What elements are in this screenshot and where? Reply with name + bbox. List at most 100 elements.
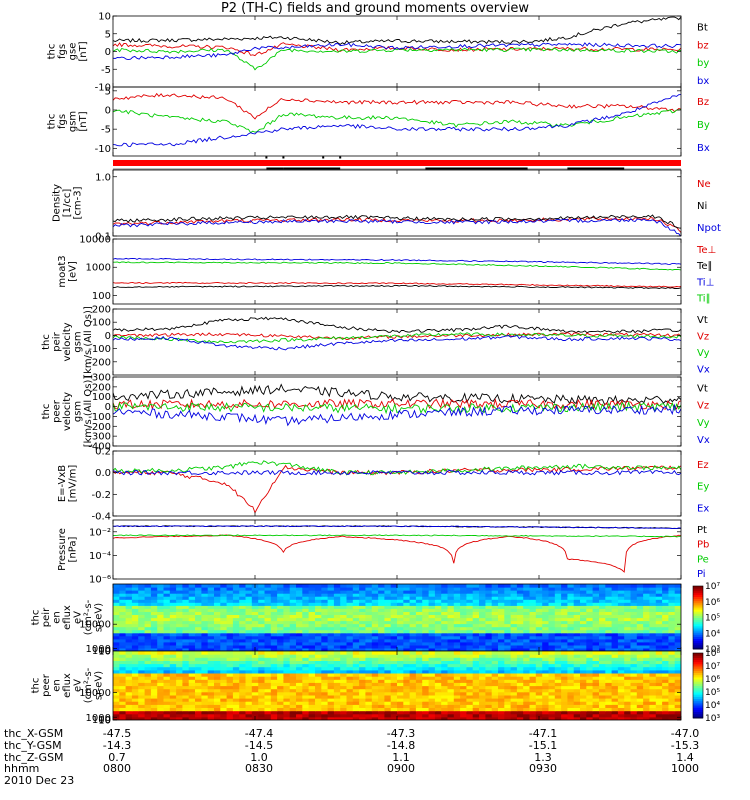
spectrogram-cell xyxy=(510,698,518,702)
spectrogram-cell xyxy=(472,685,480,690)
spectrogram-cell xyxy=(384,704,392,708)
spectrogram-cell xyxy=(472,644,480,649)
spectrogram-cell xyxy=(340,701,348,705)
spectrogram-cell xyxy=(479,632,486,637)
spectrogram-cell xyxy=(327,602,335,606)
spectrogram-cell xyxy=(498,701,505,705)
spectrogram-cell xyxy=(447,599,455,603)
spectrogram-cell xyxy=(498,590,505,594)
spectrogram-cell xyxy=(510,710,518,715)
spectrogram-cell xyxy=(441,688,449,693)
spectrogram-cell xyxy=(251,644,259,649)
spectrogram-cell xyxy=(586,590,594,594)
spectrogram-cell xyxy=(592,691,600,696)
spectrogram-cell xyxy=(163,663,171,668)
spectrogram-cell xyxy=(516,648,524,651)
spectrogram-cell xyxy=(302,644,310,649)
spectrogram-cell xyxy=(283,587,291,591)
spectrogram-cell xyxy=(498,635,505,640)
spectrogram-cell xyxy=(283,682,291,687)
spectrogram-cell xyxy=(296,657,303,661)
spectrogram-cell xyxy=(302,596,310,600)
spectrogram-cell xyxy=(554,632,562,637)
spectrogram-cell xyxy=(554,713,562,718)
spectrogram-cell xyxy=(510,648,518,651)
spectrogram-cell xyxy=(220,657,228,661)
spectrogram-cell xyxy=(308,710,316,715)
spectrogram-cell xyxy=(668,599,676,603)
spectrogram-cell xyxy=(479,716,486,720)
spectrogram-cell xyxy=(397,698,404,702)
spectrogram-cell xyxy=(333,679,341,683)
spectrogram-cell xyxy=(447,716,455,720)
spectrogram-cell xyxy=(378,648,385,651)
spectrogram-cell xyxy=(624,676,632,680)
spectrogram-cell xyxy=(220,638,228,643)
spectrogram-cell xyxy=(611,605,619,609)
spectrogram-cell xyxy=(447,638,455,643)
spectrogram-cell xyxy=(561,654,568,658)
spectrogram-cell xyxy=(630,626,638,631)
spectrogram-cell xyxy=(346,716,354,720)
spectrogram-cell xyxy=(630,605,638,609)
spectrogram-cell xyxy=(245,688,253,693)
spectrogram-cell xyxy=(409,691,417,696)
spectrogram-cell xyxy=(207,682,215,687)
spectrogram-cell xyxy=(460,669,467,674)
spectrogram-cell xyxy=(201,626,209,631)
spectrogram-cell xyxy=(333,654,341,658)
spectrogram-cell xyxy=(617,584,625,588)
spectrogram-cell xyxy=(321,716,329,720)
spectrogram-cell xyxy=(182,688,190,693)
spectrogram-cell xyxy=(315,666,322,671)
spectrogram-cell xyxy=(214,713,221,718)
spectrogram-cell xyxy=(340,710,348,715)
spectrogram-cell xyxy=(662,660,669,665)
spectrogram-cell xyxy=(163,587,171,591)
spectrogram-cell xyxy=(441,676,449,680)
spectrogram-cell xyxy=(466,584,474,588)
spectrogram-cell xyxy=(163,623,171,628)
spectrogram-cell xyxy=(270,584,278,588)
spectrogram-cell xyxy=(428,587,436,591)
spectrogram-cell xyxy=(397,694,404,699)
spectrogram-cell xyxy=(498,626,505,631)
spectrogram-cell xyxy=(674,669,681,674)
spectrogram-cell xyxy=(327,676,335,680)
spectrogram-cell xyxy=(605,682,613,687)
spectrogram-cell xyxy=(605,614,613,619)
spectrogram-cell xyxy=(131,673,139,677)
spectrogram-cell xyxy=(365,584,373,588)
spectrogram-cell xyxy=(302,707,310,712)
spectrogram-cell xyxy=(277,620,284,625)
spectrogram-cell xyxy=(182,682,190,687)
spectrogram-cell xyxy=(643,688,650,693)
spectrogram-cell xyxy=(321,635,329,640)
spectrogram-cell xyxy=(176,644,183,649)
spectrogram-cell xyxy=(611,648,619,651)
spectrogram-cell xyxy=(352,593,360,597)
spectrogram-cell xyxy=(188,638,196,643)
spectrogram-cell xyxy=(453,688,461,693)
spectrogram-cell xyxy=(359,617,366,622)
spectrogram-cell xyxy=(573,688,581,693)
spectrogram-cell xyxy=(409,629,417,634)
spectrogram-cell xyxy=(586,673,594,677)
spectrogram-cell xyxy=(113,701,120,705)
spectrogram-cell xyxy=(624,679,632,683)
spectrogram-cell xyxy=(668,648,676,651)
spectrogram-cell xyxy=(365,698,373,702)
spectrogram-cell xyxy=(428,611,436,615)
spectrogram-cell xyxy=(580,611,587,615)
spectrogram-cell xyxy=(258,614,266,619)
spectrogram-cell xyxy=(535,707,543,712)
spectrogram-cell xyxy=(422,596,430,600)
spectrogram-cell xyxy=(516,666,524,671)
spectrogram-cell xyxy=(138,602,146,606)
spectrogram-cell xyxy=(479,713,486,718)
spectrogram-cell xyxy=(277,716,284,720)
spectrogram-cell xyxy=(119,682,127,687)
spectrogram-cell xyxy=(138,629,146,634)
spectrogram-cell xyxy=(176,669,183,674)
